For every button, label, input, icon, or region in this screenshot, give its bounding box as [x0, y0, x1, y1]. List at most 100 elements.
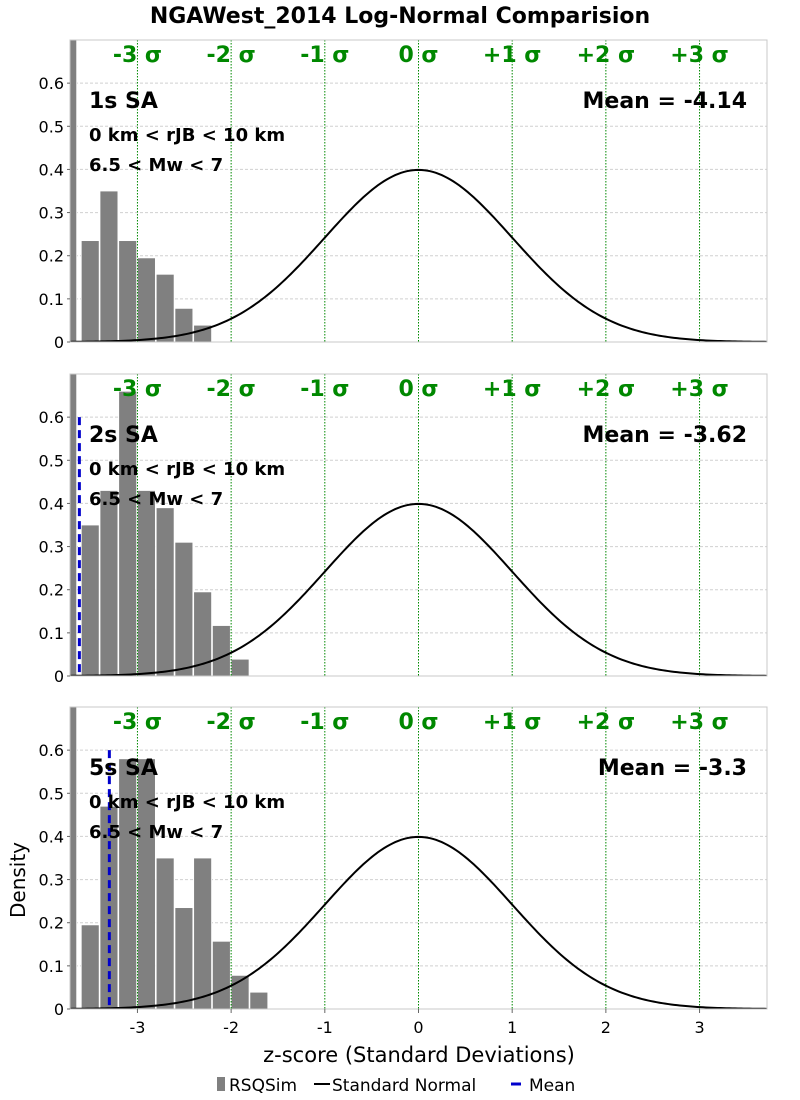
panel-1: 0 0.1 0.2 0.3 0.4 0.5 0.6 -3 σ -2 σ -1 σ 0 σ +1 σ +2… [39, 39, 768, 352]
histogram-bars [70, 374, 250, 676]
magnitude-range-text: 6.5 < Mw < 7 [89, 155, 223, 176]
y-tick-label: 0.3 [39, 204, 64, 223]
y-axis-label: Density [6, 842, 30, 918]
y-tick-label: 0.1 [39, 957, 64, 976]
histogram-bar [118, 390, 138, 676]
sigma-label: -1 σ [300, 377, 349, 402]
magnitude-range-text: 6.5 < Mw < 7 [89, 489, 223, 510]
histogram-bar [80, 924, 100, 1009]
histogram-bar [174, 307, 194, 342]
histogram-bars [70, 707, 269, 1009]
sigma-label: +2 σ [577, 43, 636, 68]
histogram-bar [211, 625, 231, 676]
histogram-bar [174, 541, 194, 676]
histogram-bar [137, 490, 156, 676]
y-tick-label: 0.4 [39, 494, 64, 513]
histogram-bar [249, 991, 269, 1009]
sigma-label: +3 σ [670, 43, 729, 68]
y-tick-label: 0.1 [39, 290, 64, 309]
y-tick-label: 0 [54, 667, 64, 686]
legend-standard-normal-label: Standard Normal [332, 1076, 476, 1096]
x-tick-label: -3 [129, 1018, 145, 1037]
y-tick-label: 0.6 [39, 408, 64, 427]
sigma-label: -1 σ [300, 710, 349, 735]
panel-label: 2s SA [89, 423, 158, 448]
sigma-label: 0 σ [398, 377, 438, 402]
x-tick-label: 2 [601, 1018, 611, 1037]
panel-label: 1s SA [89, 89, 158, 114]
x-tick-label: 0 [413, 1018, 423, 1037]
histogram-bar [99, 190, 119, 342]
distance-range-text: 0 km < rJB < 10 km [89, 125, 285, 146]
x-tick-label: -2 [223, 1018, 239, 1037]
histogram-bar [70, 40, 78, 342]
mean-value-text: Mean = -3.62 [583, 423, 747, 448]
plot-frame [69, 39, 768, 343]
y-tick-label: 0 [54, 333, 64, 352]
standard-normal-curve [70, 168, 767, 342]
histogram-bar [70, 707, 78, 1009]
histogram-bar [155, 857, 175, 1009]
y-tick-label: 0.6 [39, 741, 64, 760]
panel-label: 5s SA [89, 756, 158, 781]
x-tick-label: -1 [317, 1018, 333, 1037]
y-tick-label: 0.5 [39, 117, 64, 136]
sigma-label: +2 σ [577, 710, 636, 735]
histogram-bar [70, 374, 78, 676]
y-tick-label: 0.2 [39, 247, 64, 266]
histogram-bar [137, 758, 156, 1009]
sigma-label: -3 σ [113, 710, 162, 735]
sigma-label: -3 σ [113, 43, 162, 68]
histogram-bar [230, 658, 250, 676]
histogram-bar [118, 240, 138, 342]
sigma-label: -2 σ [207, 377, 256, 402]
y-tick-label: 0.2 [39, 581, 64, 600]
distance-range-text: 0 km < rJB < 10 km [89, 792, 285, 813]
sigma-label: +3 σ [670, 710, 729, 735]
sigma-label: +2 σ [577, 377, 636, 402]
y-tick-label: 0.3 [39, 871, 64, 890]
y-tick-label: 0 [54, 1000, 64, 1019]
y-tick-label: 0.5 [39, 784, 64, 803]
y-tick-label: 0.4 [39, 160, 64, 179]
sigma-label: 0 σ [398, 710, 438, 735]
x-tick-label: 1 [507, 1018, 517, 1037]
distance-range-text: 0 km < rJB < 10 km [89, 459, 285, 480]
y-tick-label: 0.1 [39, 624, 64, 643]
legend-rsqsim-swatch [217, 1077, 225, 1091]
histogram-bar [155, 273, 175, 342]
histogram-bar [137, 257, 156, 342]
sigma-label: +1 σ [483, 710, 542, 735]
histogram-bar [193, 857, 212, 1009]
sigma-label: -3 σ [113, 377, 162, 402]
legend: RSQSim Standard Normal Mean [217, 1076, 575, 1096]
sigma-label: +3 σ [670, 377, 729, 402]
mean-value-text: Mean = -3.3 [598, 756, 747, 781]
y-tick-label: 0.3 [39, 538, 64, 557]
histogram-bar [80, 524, 100, 676]
histogram-bar [211, 940, 231, 1009]
sigma-label: 0 σ [398, 43, 438, 68]
histogram-bar [118, 758, 138, 1009]
sigma-label: +1 σ [483, 377, 542, 402]
legend-rsqsim-label: RSQSim [229, 1076, 297, 1096]
x-axis-label: z-score (Standard Deviations) [263, 1043, 575, 1067]
y-tick-label: 0.5 [39, 451, 64, 470]
histogram-bar [155, 507, 175, 676]
y-tick-label: 0.2 [39, 914, 64, 933]
mean-value-text: Mean = -4.14 [583, 89, 747, 114]
panels-group: 0 0.1 0.2 0.3 0.4 0.5 0.6 -3 σ -2 σ -1 σ 0 σ +1 σ +2… [39, 39, 768, 1037]
legend-mean-label: Mean [529, 1076, 575, 1096]
standard-normal-curve [70, 835, 767, 1009]
histogram-bar [80, 240, 100, 342]
y-tick-label: 0.4 [39, 827, 64, 846]
sigma-label: -2 σ [207, 710, 256, 735]
magnitude-range-text: 6.5 < Mw < 7 [89, 822, 223, 843]
plot-frame [69, 373, 768, 677]
chart-title: NGAWest_2014 Log-Normal Comparision [150, 4, 650, 29]
sigma-label: -1 σ [300, 43, 349, 68]
histogram-bar [174, 907, 194, 1009]
x-tick-label: 3 [694, 1018, 704, 1037]
histogram-bar [99, 490, 119, 676]
